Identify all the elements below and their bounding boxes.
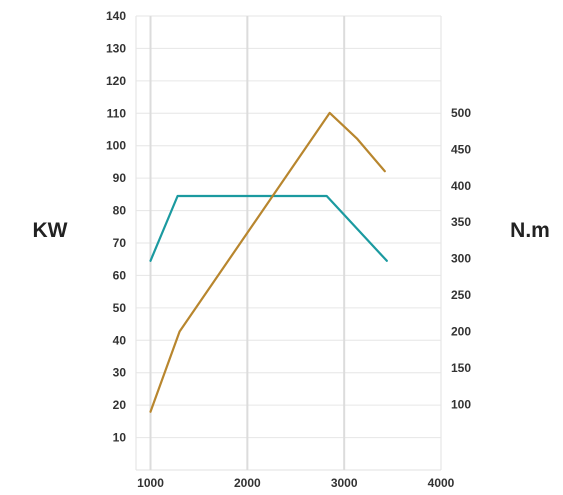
right-axis-unit-label: N.m — [510, 219, 550, 242]
left-tick-label: 30 — [113, 366, 127, 380]
left-tick-label: 40 — [113, 333, 127, 347]
right-tick-label: 500 — [451, 106, 471, 120]
right-axis-ticks: 100 150 200 250 300 350 400 450 500 — [451, 106, 471, 411]
x-tick-label: 1000 — [137, 476, 164, 490]
x-axis-ticks: 1000 2000 3000 4000 — [137, 476, 454, 490]
x-tick-label: 3000 — [331, 476, 358, 490]
right-tick-label: 100 — [451, 397, 471, 411]
right-tick-label: 350 — [451, 215, 471, 229]
left-tick-label: 120 — [106, 74, 126, 88]
right-tick-label: 400 — [451, 179, 471, 193]
left-tick-label: 130 — [106, 41, 126, 55]
left-tick-label: 20 — [113, 398, 127, 412]
x-tick-label: 2000 — [234, 476, 261, 490]
grid — [135, 15, 442, 471]
left-tick-label: 80 — [113, 204, 127, 218]
torque-series-line — [149, 111, 386, 413]
right-tick-label: 250 — [451, 288, 471, 302]
right-tick-label: 200 — [451, 325, 471, 339]
left-tick-label: 100 — [106, 139, 126, 153]
right-tick-label: 150 — [451, 361, 471, 375]
right-tick-label: 450 — [451, 142, 471, 156]
power-series-line — [149, 194, 388, 262]
left-tick-label: 140 — [106, 9, 126, 23]
left-tick-label: 90 — [113, 171, 127, 185]
left-tick-label: 50 — [113, 301, 127, 315]
series-lines — [149, 111, 388, 413]
left-tick-label: 60 — [113, 268, 127, 282]
x-tick-label: 4000 — [428, 476, 455, 490]
left-tick-label: 10 — [113, 431, 127, 445]
left-tick-label: 110 — [107, 106, 127, 120]
left-axis-ticks: 10 20 30 40 50 60 70 80 90 100 110 120 130 140 — [106, 9, 126, 445]
left-tick-label: 70 — [113, 236, 127, 250]
right-tick-label: 300 — [451, 252, 471, 266]
left-axis-unit-label: KW — [33, 219, 68, 242]
